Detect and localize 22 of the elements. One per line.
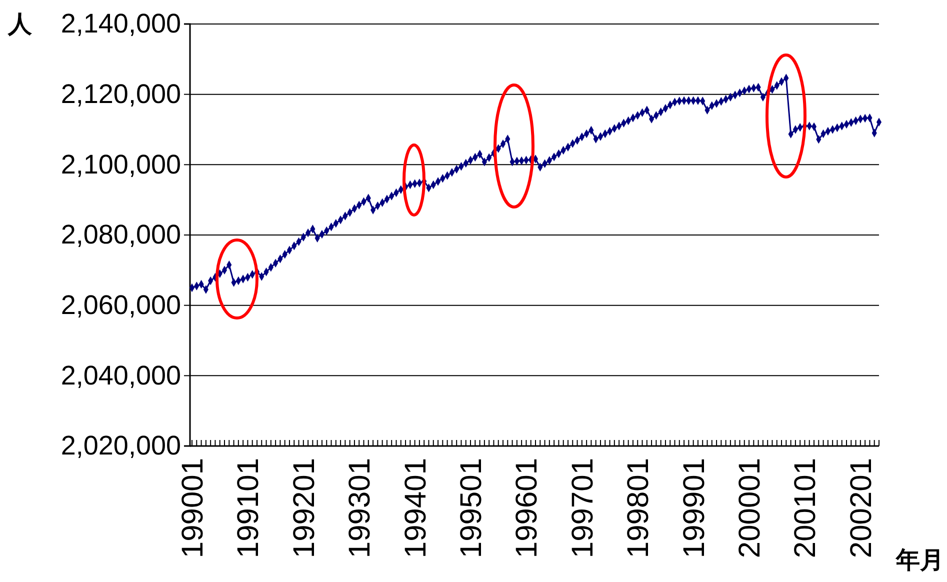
x-tick-label: 199301 (344, 458, 377, 558)
y-axis-title: 人 (7, 11, 33, 38)
x-tick-label: 200001 (734, 458, 767, 558)
x-tick-label: 200201 (844, 458, 878, 558)
y-tick-label: 2,080,000 (60, 220, 181, 250)
x-tick-label: 199101 (232, 458, 266, 558)
x-tick-label: 199901 (678, 458, 711, 558)
x-tick-label: 199001 (176, 458, 210, 558)
y-tick-label: 2,140,000 (60, 8, 181, 39)
y-tick-label: 2,060,000 (60, 290, 181, 320)
y-tick-label: 2,120,000 (60, 78, 181, 109)
x-tick-label: 199601 (510, 458, 544, 558)
x-tick-label: 199201 (288, 458, 321, 558)
y-tick-label: 2,040,000 (60, 360, 181, 390)
y-tick-label: 2,100,000 (60, 149, 181, 180)
x-tick-label: 199701 (566, 458, 600, 558)
y-tick-label: 2,020,000 (60, 430, 181, 461)
x-tick-label: 199801 (622, 458, 656, 558)
x-axis-title: 年月 (895, 547, 944, 574)
x-tick-label: 199401 (399, 458, 432, 558)
x-tick-label: 199501 (455, 458, 488, 558)
x-tick-label: 200101 (789, 458, 822, 558)
